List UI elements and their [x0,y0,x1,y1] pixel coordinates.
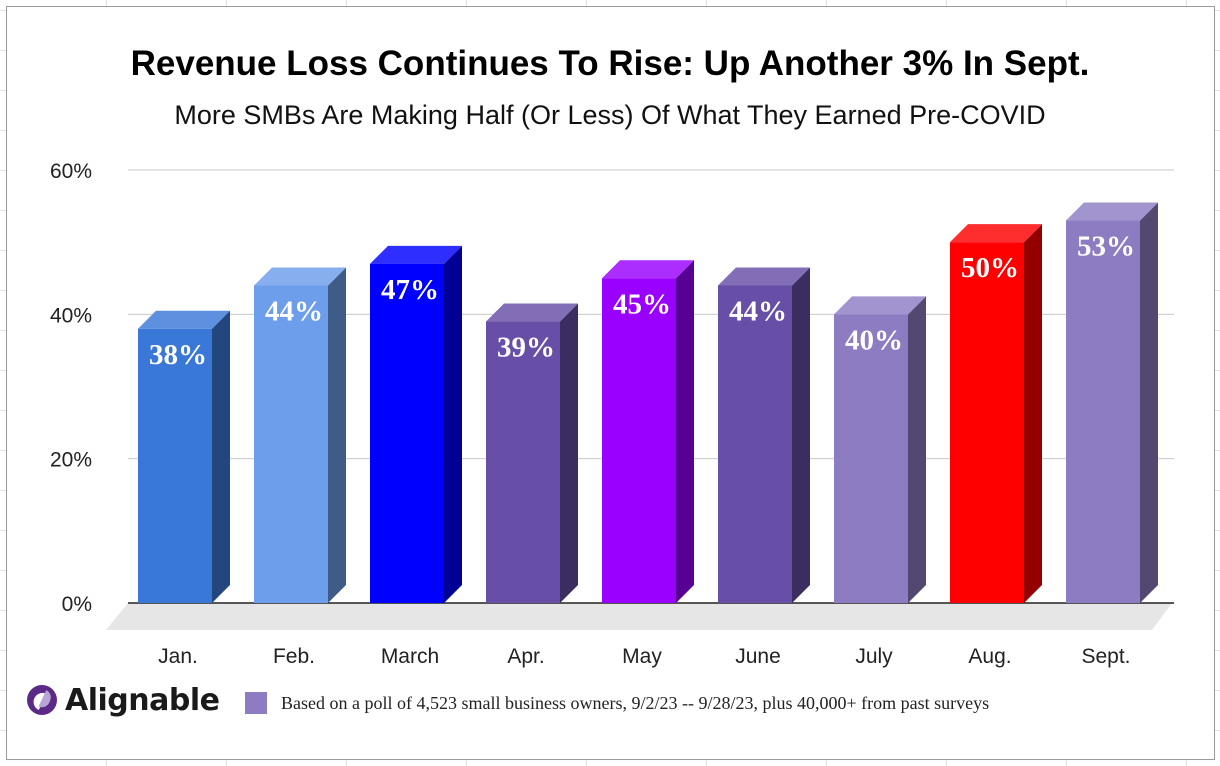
bar-group: 53% Sept. [1066,202,1158,668]
bar [138,328,212,603]
x-tick-label: May [622,645,662,668]
x-tick-label: July [855,645,893,668]
bar-top [834,296,926,315]
bar-value-label: 44% [729,295,787,327]
bar-top [602,260,694,279]
y-tick-label: 20% [50,449,92,472]
legend-swatch [245,692,267,714]
bar-value-label: 40% [845,324,903,356]
bar-value-label: 39% [497,332,555,364]
bar-side [444,245,462,604]
bar-value-label: 44% [265,295,323,327]
legend-text: Based on a poll of 4,523 small business … [281,692,990,713]
bar-group: 45% May [602,260,694,668]
x-tick-label: Aug. [968,645,1011,668]
bar-top [254,267,346,286]
brand-name: Alignable [65,682,220,718]
bar-group: 38% Jan. [138,310,230,668]
bar [1066,220,1140,603]
bar-top [1066,202,1158,221]
bar [254,285,328,603]
bar-side [792,267,810,603]
brand-logo: Alignable [27,680,220,720]
bar-value-label: 38% [149,339,207,371]
bar-group: 44% June [718,267,810,668]
y-tick-label: 60% [50,160,92,183]
chart-floor [106,603,1172,630]
y-tick-label: 40% [50,304,92,327]
bar-top [138,310,230,329]
bar-side [676,260,694,603]
bar-side [560,303,578,603]
bar-group: 50% Aug. [950,224,1042,668]
bar-value-label: 47% [381,274,439,306]
chart-subtitle: More SMBs Are Making Half (Or Less) Of W… [174,100,1046,130]
bar-group: 47% March [370,245,462,668]
bar-group: 39% Apr. [486,303,578,668]
x-tick-label: Jan. [158,645,198,668]
alignable-logo-icon [27,685,57,715]
bar-side [212,310,230,603]
bar-top [486,303,578,322]
bar-group: 40% July [834,296,926,668]
x-tick-label: June [735,645,781,668]
chart-title: Revenue Loss Continues To Rise: Up Anoth… [130,44,1090,83]
bar [834,314,908,603]
chart-footer: Alignable Based on a poll of 4,523 small… [0,676,1220,726]
bar-top [718,267,810,286]
bar-group: 44% Feb. [254,267,346,668]
bar [370,263,444,603]
bar-value-label: 50% [961,252,1019,284]
bar-side [908,296,926,603]
x-tick-label: March [381,645,439,668]
bar-value-label: 53% [1077,231,1135,263]
bar-side [1024,224,1042,603]
bar-value-label: 45% [613,288,671,320]
x-tick-label: Feb. [273,645,315,668]
bar [950,242,1024,603]
bar [602,278,676,603]
bar-side [1140,202,1158,603]
bar [486,321,560,603]
bar-top [370,245,462,264]
y-tick-label: 0% [62,593,92,616]
bar-side [328,267,346,603]
bar-top [950,224,1042,243]
legend: Based on a poll of 4,523 small business … [245,692,989,714]
x-tick-label: Sept. [1081,645,1130,668]
bar [718,285,792,603]
x-tick-label: Apr. [507,645,544,668]
